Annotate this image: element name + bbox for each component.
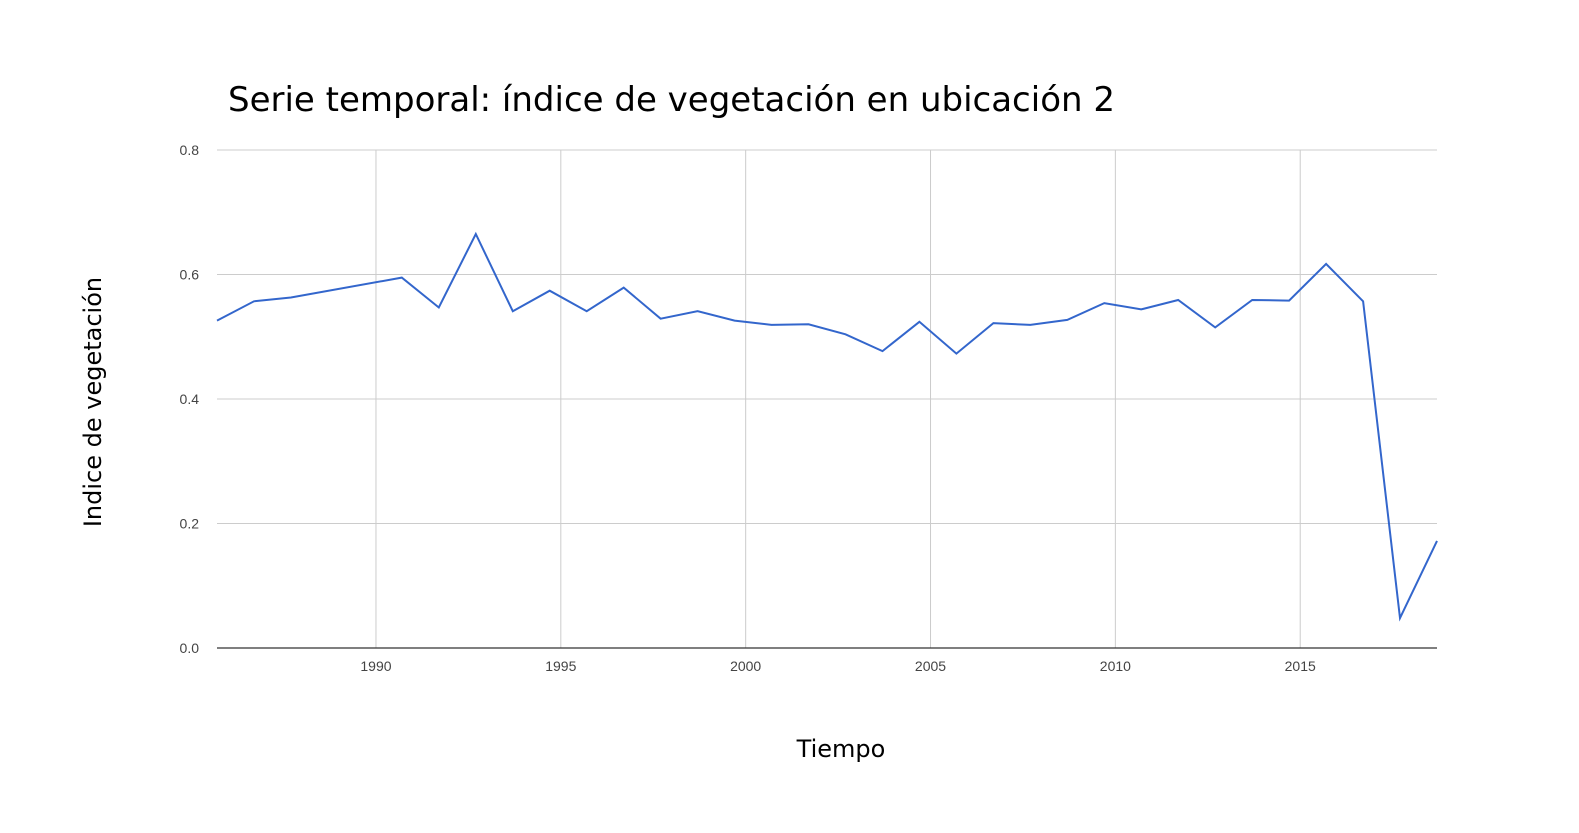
x-tick-label: 1995 [545, 658, 576, 674]
x-tick-label: 2000 [730, 658, 761, 674]
y-tick-label: 0.2 [180, 516, 200, 532]
x-tick-label: 2005 [915, 658, 946, 674]
grid-lines [217, 149, 1437, 648]
y-tick-label: 0.4 [180, 391, 200, 407]
y-axis-label: Indice de vegetación [79, 276, 107, 528]
x-tick-label: 1990 [360, 658, 391, 674]
y-tick-label: 0.6 [180, 267, 200, 283]
y-tick-label: 0.0 [180, 640, 200, 656]
y-tick-labels: 0.0 0.2 0.4 0.6 0.8 [180, 142, 200, 656]
y-tick-label: 0.8 [180, 142, 200, 158]
x-tick-labels: 1990 1995 2000 2005 2010 2015 [360, 658, 1316, 674]
series-line [216, 231, 1438, 622]
chart-title: Serie temporal: índice de vegetación en … [228, 80, 1115, 120]
x-tick-label: 2015 [1285, 658, 1316, 674]
x-axis-label: Tiempo [796, 735, 886, 763]
x-tick-label: 2010 [1100, 658, 1131, 674]
series-lines [216, 231, 1438, 622]
